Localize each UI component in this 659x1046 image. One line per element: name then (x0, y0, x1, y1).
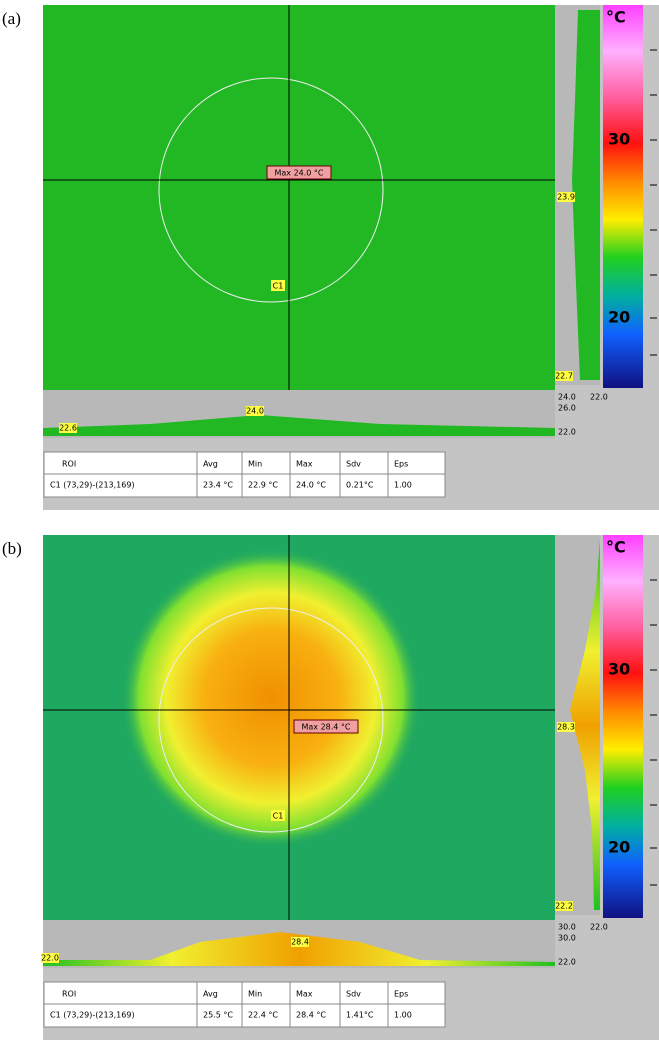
table-header: Sdv (346, 460, 361, 469)
table-header: ROI (62, 460, 76, 469)
right-profile-label: 22.7 (555, 372, 573, 381)
table-cell: C1 (73,29)-(213,169) (50, 481, 135, 490)
table-cell: 1.41°C (346, 1011, 374, 1020)
table-header: ROI (62, 990, 76, 999)
table-cell: 24.0 °C (296, 481, 326, 490)
table-header: Avg (203, 990, 218, 999)
bottom-profile-label: 22.0 (41, 954, 59, 963)
scale-corner-label: 30.0 (558, 934, 576, 943)
table-header: Max (296, 990, 313, 999)
colorbar-label: 30 (608, 660, 630, 679)
table-header: Min (248, 460, 262, 469)
panel-label: (a) (2, 9, 21, 28)
table-cell: 23.4 °C (203, 481, 233, 490)
bottom-profile-label: 22.6 (59, 424, 77, 433)
table-header: Avg (203, 460, 218, 469)
table-cell: C1 (73,29)-(213,169) (50, 1011, 135, 1020)
table-header: Max (296, 460, 313, 469)
colorbar (603, 5, 643, 388)
roi-label: C1 (273, 282, 284, 291)
scale-corner-label: 22.0 (590, 393, 608, 402)
colorbar-label: 30 (608, 130, 630, 149)
colorbar (603, 535, 643, 918)
max-label: Max 24.0 °C (274, 169, 323, 178)
colorbar-label: 20 (608, 838, 630, 857)
bottom-profile-label: 24.0 (246, 407, 264, 416)
hot-spot (121, 548, 421, 848)
bottom-profile-label: 28.4 (291, 938, 309, 947)
page: (a) Max 24.0 °C C1 23.9 22.7 °C 30 20 24.0 22.0 26… (0, 0, 659, 1046)
table-header: Eps (394, 460, 408, 469)
roi-label: C1 (273, 812, 284, 821)
max-label: Max 28.4 °C (301, 723, 350, 732)
scale-corner-label: 26.0 (558, 404, 576, 413)
scale-corner-label: 30.0 (558, 923, 576, 932)
table-cell: 22.9 °C (248, 481, 278, 490)
table-cell: 22.4 °C (248, 1011, 278, 1020)
scale-corner-label: 22.0 (558, 958, 576, 967)
table-header: Eps (394, 990, 408, 999)
right-profile-label: 22.2 (555, 902, 573, 911)
scale-corner-label: 22.0 (590, 923, 608, 932)
thermal-image (43, 5, 555, 390)
colorbar-unit: °C (606, 538, 626, 557)
right-profile-label: 28.3 (557, 723, 575, 732)
table-cell: 1.00 (394, 1011, 412, 1020)
colorbar-unit: °C (606, 8, 626, 27)
table-cell: 1.00 (394, 481, 412, 490)
screenshot: (a) Max 24.0 °C C1 23.9 22.7 °C 30 20 24.0 22.0 26… (0, 0, 659, 1042)
right-profile-label: 23.9 (557, 193, 575, 202)
table-cell: 0.21°C (346, 481, 374, 490)
table-header: Sdv (346, 990, 361, 999)
colorbar-label: 20 (608, 308, 630, 327)
table-cell: 28.4 °C (296, 1011, 326, 1020)
panel-label: (b) (2, 539, 22, 558)
scale-corner-label: 24.0 (558, 393, 576, 402)
table-cell: 25.5 °C (203, 1011, 233, 1020)
scale-corner-label: 22.0 (558, 428, 576, 437)
table-header: Min (248, 990, 262, 999)
